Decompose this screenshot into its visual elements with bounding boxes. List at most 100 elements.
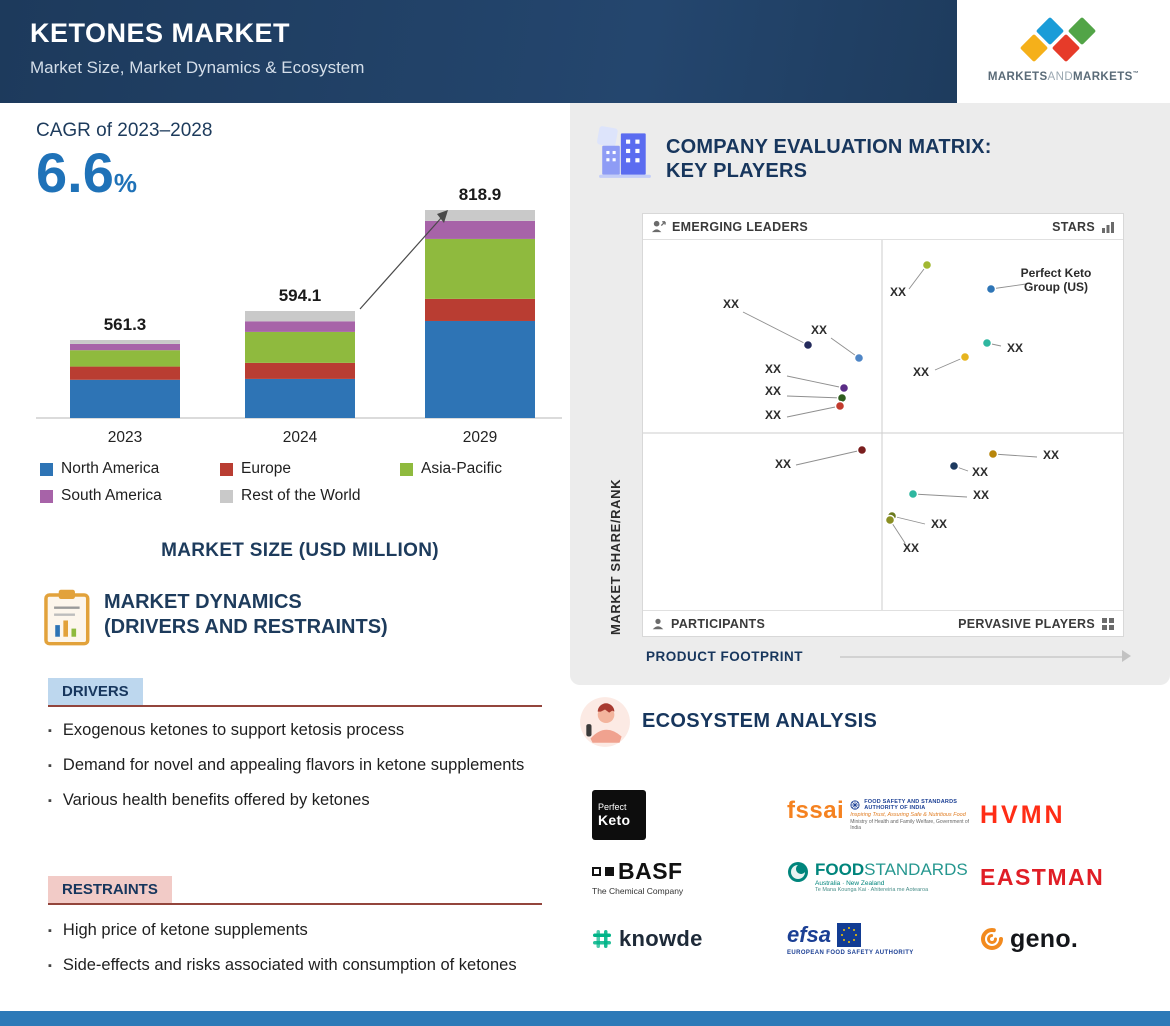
svg-text:XX: XX xyxy=(723,297,739,311)
svg-text:XX: XX xyxy=(890,285,906,299)
svg-text:XX: XX xyxy=(765,384,781,398)
cagr-value: 6.6% xyxy=(36,141,137,204)
fssai-wordmark: fssai xyxy=(787,797,845,824)
svg-text:2023: 2023 xyxy=(108,429,142,446)
bar-chart-icon xyxy=(1102,221,1114,233)
fssai-caption1: FOOD SAFETY AND STANDARDS xyxy=(864,799,958,805)
logo-diamonds-icon xyxy=(1016,16,1112,65)
matrix-x-axis-label: PRODUCT FOOTPRINT xyxy=(646,649,803,664)
svg-text:Group (US): Group (US) xyxy=(1024,280,1088,294)
driver-item: ▪ Various health benefits offered by keto… xyxy=(48,790,556,812)
restraint-item: ▪ Side-effects and risks associated with … xyxy=(48,955,556,977)
bullet-icon: ▪ xyxy=(48,760,52,772)
driver-item: ▪ Demand for novel and appealing flavors … xyxy=(48,755,556,777)
quadrant-label-pervasive-players: PERVASIVE PLAYERS xyxy=(958,616,1095,631)
fssai-caption2: AUTHORITY OF INDIA xyxy=(864,805,926,811)
drivers-list: ▪ Exogenous ketones to support ketosis pr… xyxy=(48,720,556,825)
svg-text:XX: XX xyxy=(913,365,929,379)
legend-item: South America xyxy=(40,487,220,505)
matrix-top-strip: EMERGING LEADERS STARS xyxy=(643,214,1123,240)
market-dynamics-heading-line2: (DRIVERS AND RESTRAINTS) xyxy=(104,616,388,638)
restraints-rule xyxy=(48,903,542,905)
market-dynamics-heading: MARKET DYNAMICS (DRIVERS AND RESTRAINTS) xyxy=(104,590,388,640)
perfect-keto-line2: Keto xyxy=(598,812,631,828)
chart-caption: MARKET SIZE (USD MILLION) xyxy=(161,540,439,561)
eu-flag-icon xyxy=(837,923,862,947)
food-standards-caption1: Australia · New Zealand xyxy=(815,880,885,887)
basf-caption: The Chemical Company xyxy=(592,886,684,896)
building-icon xyxy=(597,126,651,178)
bullet-icon: ▪ xyxy=(48,960,52,972)
matrix-y-axis-label: MARKET SHARE/RANK xyxy=(608,478,623,635)
svg-text:XX: XX xyxy=(765,408,781,422)
matrix-bottom-strip: PARTICIPANTS PERVASIVE PLAYERS xyxy=(643,610,1123,636)
puzzle-icon xyxy=(1102,617,1114,630)
ecosystem-title: ECOSYSTEM ANALYSIS xyxy=(642,710,878,732)
marketsandmarkets-logo: MARKETSANDMARKETS™ xyxy=(957,0,1170,103)
fssai-subline: Ministry of Health and Family Welfare, G… xyxy=(850,819,970,831)
food-standards-icon xyxy=(788,862,808,882)
x-axis-arrow-icon xyxy=(1122,650,1131,662)
logo-wordmark: MARKETSANDMARKETS™ xyxy=(987,70,1140,83)
cagr-label: CAGR of 2023–2028 xyxy=(36,120,213,141)
svg-text:XX: XX xyxy=(775,457,791,471)
emerging-leaders-group: EMERGING LEADERS xyxy=(651,219,808,234)
svg-text:XX: XX xyxy=(1043,448,1059,462)
logo-fssai: fssai FOOD SAFETY AND STANDARDS AUTHORIT… xyxy=(787,797,980,832)
svg-text:XX: XX xyxy=(811,323,827,337)
matrix-title-line2: KEY PLAYERS xyxy=(666,160,808,183)
svg-text:XX: XX xyxy=(903,541,919,555)
svg-text:561.3: 561.3 xyxy=(104,315,147,334)
quadrant-label-participants: PARTICIPANTS xyxy=(671,616,766,631)
matrix-box: EMERGING LEADERS STARS XX Perfect Keto Gro… xyxy=(642,213,1124,637)
basf-square-solid-icon xyxy=(605,867,614,876)
legend-item: Europe xyxy=(220,460,400,478)
logo-geno: geno. xyxy=(980,925,1078,954)
legend-label: South America xyxy=(61,487,162,504)
svg-text:Perfect Keto: Perfect Keto xyxy=(1021,266,1092,280)
legend-swatch xyxy=(40,462,53,476)
matrix-plot-area: XX Perfect Keto Group (US) XX XX XX XX XX XX XX XX… xyxy=(643,240,1123,610)
bullet-icon: ▪ xyxy=(48,925,52,937)
geno-swirl-icon xyxy=(981,928,1003,950)
logo-basf: BASF The Chemical Company xyxy=(575,858,683,896)
legend-swatch xyxy=(400,462,413,476)
quadrant-label-emerging-leaders: EMERGING LEADERS xyxy=(672,219,809,234)
efsa-caption: EUROPEAN FOOD SAFETY AUTHORITY xyxy=(787,950,914,956)
basf-square-outline-icon xyxy=(592,867,601,876)
logo-eastman: EASTMAN xyxy=(980,864,1104,891)
bullet-icon: ▪ xyxy=(48,795,52,807)
svg-text:XX: XX xyxy=(972,465,988,479)
svg-text:2024: 2024 xyxy=(283,429,318,446)
ecosystem-logo-grid: Perfect Keto fssai FOOD SAFETY AND STAND… xyxy=(575,784,1165,970)
legend-swatch xyxy=(220,489,233,503)
restraints-list: ▪ High price of ketone supplements ▪ Side-… xyxy=(48,920,556,990)
legend-swatch xyxy=(220,462,233,476)
svg-text:XX: XX xyxy=(765,362,781,376)
restraint-text: Side-effects and risks associated with c… xyxy=(62,956,517,974)
restraint-item: ▪ High price of ketone supplements xyxy=(48,920,556,942)
knowde-wordmark: knowde xyxy=(619,926,703,951)
logo-food-standards: FOODSTANDARDS Australia · New Zealand Te… xyxy=(787,861,968,893)
legend-item: North America xyxy=(40,460,220,478)
bullet-icon: ▪ xyxy=(48,725,52,737)
food-standards-caption2: Te Mana Kounga Kai · Ahitereiria me Aote… xyxy=(815,887,929,893)
svg-text:XX: XX xyxy=(973,488,989,502)
driver-text: Various health benefits offered by keton… xyxy=(62,791,370,809)
logo-perfect-keto: Perfect Keto xyxy=(575,790,646,840)
market-dynamics-heading-line1: MARKET DYNAMICS xyxy=(104,591,302,613)
ecosystem-icon xyxy=(580,697,630,747)
person-icon xyxy=(652,618,664,629)
logo-hvmn: HVMN xyxy=(980,801,1066,830)
svg-text:594.1: 594.1 xyxy=(279,286,322,305)
legend-label: North America xyxy=(61,460,160,477)
page-subtitle: Market Size, Market Dynamics & Ecosystem xyxy=(30,58,365,77)
stars-group: STARS xyxy=(1052,220,1115,234)
pervasive-players-group: PERVASIVE PLAYERS xyxy=(958,617,1115,631)
driver-text: Demand for novel and appealing flavors i… xyxy=(62,756,525,774)
svg-text:XX: XX xyxy=(931,517,947,531)
page-title: KETONES MARKET xyxy=(30,18,291,48)
logo-knowde: knowde xyxy=(575,926,703,952)
